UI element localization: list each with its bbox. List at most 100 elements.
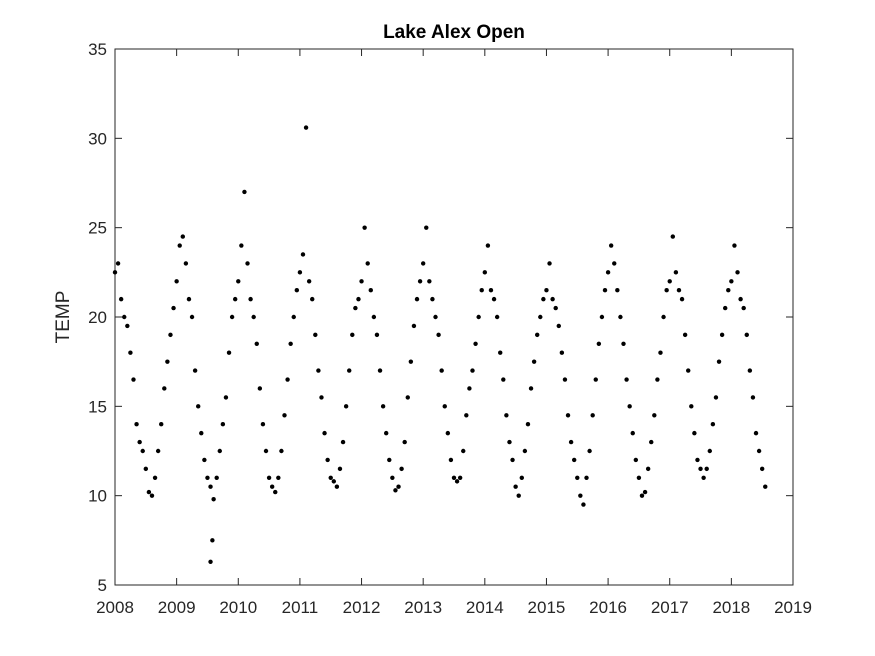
data-point bbox=[159, 422, 164, 427]
data-point bbox=[568, 439, 574, 445]
data-point bbox=[565, 413, 571, 418]
data-point bbox=[408, 359, 414, 364]
data-point bbox=[331, 479, 337, 484]
data-point bbox=[491, 296, 497, 302]
data-point bbox=[522, 448, 528, 454]
data-point bbox=[146, 489, 152, 495]
data-point bbox=[183, 261, 189, 266]
y-tick-label: 10 bbox=[88, 487, 107, 506]
data-point bbox=[362, 225, 367, 230]
data-point bbox=[300, 252, 306, 257]
data-point bbox=[729, 279, 734, 284]
data-point bbox=[501, 377, 506, 382]
data-point bbox=[673, 270, 679, 275]
data-point bbox=[384, 430, 389, 436]
data-point bbox=[556, 323, 561, 329]
data-point bbox=[254, 341, 259, 346]
data-point bbox=[152, 475, 158, 480]
data-point bbox=[236, 279, 241, 284]
data-point bbox=[149, 493, 155, 498]
data-point bbox=[519, 475, 524, 480]
data-point bbox=[343, 404, 349, 409]
data-point bbox=[454, 479, 460, 484]
x-tick-label: 2015 bbox=[528, 598, 566, 617]
data-point bbox=[115, 261, 121, 266]
data-point bbox=[698, 466, 703, 472]
data-point bbox=[306, 279, 312, 284]
x-tick-label: 2011 bbox=[282, 598, 319, 617]
x-tick-label: 2019 bbox=[774, 598, 812, 617]
data-point bbox=[476, 314, 481, 320]
data-point bbox=[470, 368, 475, 373]
x-tick-label: 2009 bbox=[158, 598, 196, 617]
data-point bbox=[738, 296, 743, 302]
data-point bbox=[282, 413, 287, 418]
data-point bbox=[137, 439, 142, 445]
data-point bbox=[686, 368, 691, 373]
data-point bbox=[208, 559, 213, 564]
data-point bbox=[189, 314, 195, 320]
data-point bbox=[199, 430, 204, 436]
data-point bbox=[325, 457, 330, 463]
data-point bbox=[547, 261, 552, 266]
data-point bbox=[615, 288, 620, 293]
data-point bbox=[328, 475, 333, 480]
data-point bbox=[118, 296, 124, 302]
data-point bbox=[575, 475, 580, 480]
data-point bbox=[701, 475, 706, 480]
chart-title: Lake Alex Open bbox=[383, 22, 525, 43]
data-point bbox=[723, 305, 728, 311]
data-point bbox=[405, 395, 410, 400]
data-point bbox=[380, 404, 386, 409]
data-point bbox=[177, 243, 182, 248]
data-point bbox=[596, 341, 602, 346]
data-point bbox=[245, 261, 250, 266]
data-point bbox=[716, 359, 722, 364]
data-point bbox=[180, 234, 185, 239]
data-point bbox=[713, 395, 719, 400]
data-point bbox=[128, 350, 133, 355]
data-point bbox=[747, 368, 753, 373]
data-point bbox=[538, 314, 543, 320]
data-point bbox=[726, 288, 731, 293]
data-point bbox=[396, 484, 401, 489]
data-point bbox=[735, 270, 740, 275]
data-point bbox=[473, 341, 478, 346]
data-point bbox=[513, 484, 518, 489]
data-point bbox=[316, 368, 321, 373]
data-point bbox=[719, 332, 725, 338]
data-point bbox=[750, 395, 756, 400]
y-tick-label: 30 bbox=[88, 129, 107, 148]
data-point bbox=[627, 404, 632, 409]
data-point bbox=[667, 279, 672, 284]
data-point bbox=[226, 350, 232, 355]
data-point bbox=[645, 466, 651, 472]
data-point bbox=[759, 466, 765, 472]
x-tick-label: 2017 bbox=[651, 598, 689, 617]
data-point bbox=[605, 270, 611, 275]
data-point bbox=[652, 413, 657, 418]
data-point bbox=[578, 493, 583, 498]
data-point bbox=[612, 261, 617, 266]
data-point bbox=[744, 332, 749, 338]
data-point bbox=[411, 323, 417, 329]
x-tick-label: 2008 bbox=[96, 598, 134, 617]
data-point bbox=[192, 368, 198, 373]
data-point bbox=[263, 448, 269, 454]
data-point bbox=[695, 457, 700, 463]
y-axis-label: TEMP bbox=[53, 291, 74, 344]
x-tick-label: 2010 bbox=[219, 598, 257, 617]
data-point bbox=[347, 368, 352, 373]
data-point bbox=[510, 457, 515, 463]
data-point bbox=[257, 386, 263, 391]
data-point bbox=[368, 288, 373, 293]
data-point bbox=[350, 332, 355, 338]
data-point bbox=[732, 243, 737, 248]
data-point bbox=[630, 430, 635, 436]
data-point bbox=[602, 288, 608, 293]
data-point bbox=[214, 475, 219, 480]
y-tick-label: 20 bbox=[88, 308, 107, 327]
data-point bbox=[430, 296, 435, 302]
